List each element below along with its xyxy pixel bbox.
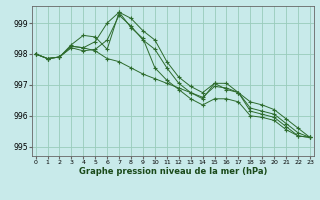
X-axis label: Graphe pression niveau de la mer (hPa): Graphe pression niveau de la mer (hPa) xyxy=(79,167,267,176)
